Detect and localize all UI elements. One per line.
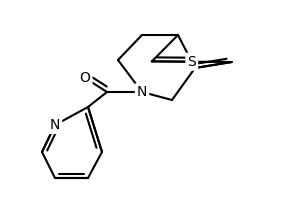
Text: S: S [188,55,196,69]
Text: O: O [80,71,90,85]
Text: N: N [50,118,60,132]
Text: N: N [137,85,147,99]
